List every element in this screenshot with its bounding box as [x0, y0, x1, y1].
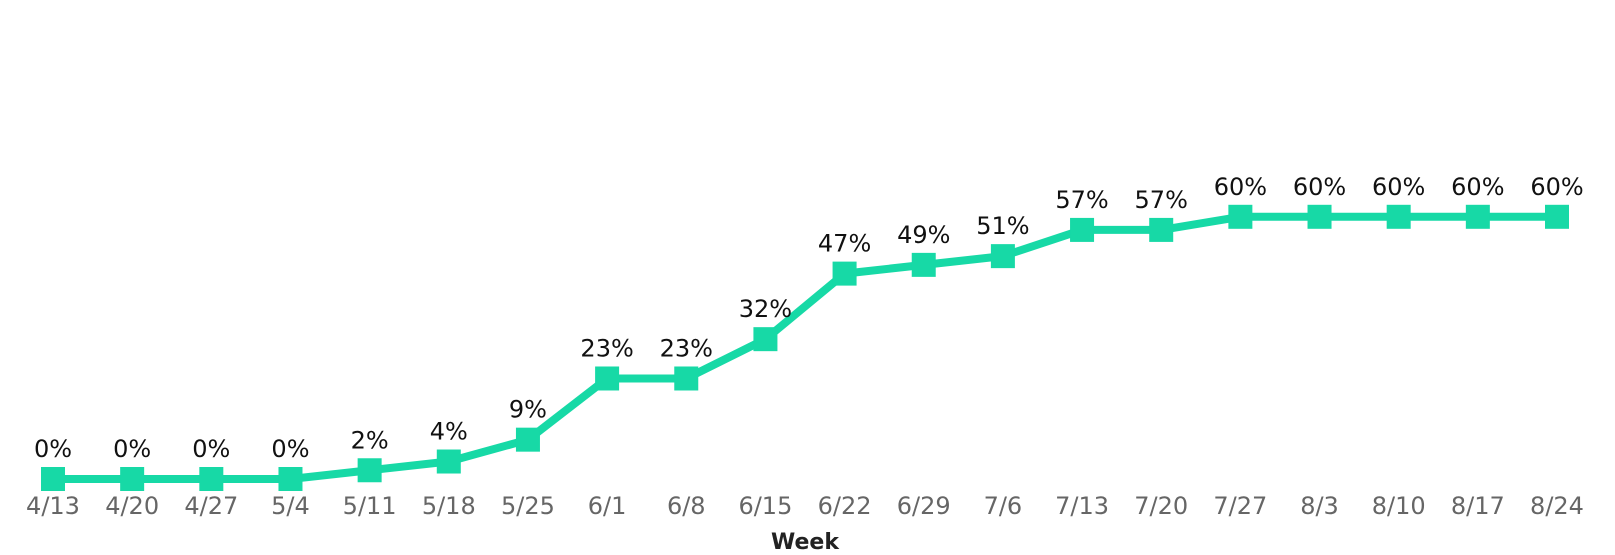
x-tick-label: 4/20 [105, 492, 159, 520]
data-label: 23% [580, 334, 633, 362]
x-tick-label: 7/27 [1213, 492, 1267, 520]
marker [278, 467, 303, 491]
data-label: 57% [1055, 186, 1108, 214]
marker [436, 449, 461, 474]
x-tick-label: 6/22 [818, 492, 872, 520]
marker [357, 458, 382, 483]
data-label: 51% [976, 212, 1029, 240]
data-label: 60% [1451, 173, 1504, 201]
marker [1545, 204, 1569, 229]
data-label: 60% [1372, 173, 1425, 201]
x-tick-label: 8/17 [1451, 492, 1505, 520]
x-tick-label: 6/8 [667, 492, 706, 520]
x-tick-label: 4/27 [184, 492, 238, 520]
data-label: 49% [897, 221, 950, 249]
marker [1307, 204, 1332, 229]
marker [990, 244, 1015, 269]
x-tick-label: 7/20 [1134, 492, 1188, 520]
data-label: 57% [1135, 186, 1188, 214]
data-label: 9% [509, 396, 547, 424]
data-label: 0% [113, 435, 151, 463]
x-tick-label: 6/15 [738, 492, 792, 520]
data-label: 4% [430, 418, 468, 446]
x-tick-label: 8/24 [1530, 492, 1584, 520]
x-tick-label: 5/4 [271, 492, 310, 520]
data-label: 47% [818, 230, 871, 258]
data-label: 23% [660, 334, 713, 362]
data-label: 60% [1293, 173, 1346, 201]
x-axis-label: Week [771, 530, 840, 555]
marker [753, 327, 778, 352]
x-tick-label: 6/29 [897, 492, 951, 520]
marker [1228, 204, 1253, 229]
marker [832, 261, 857, 286]
data-label: 60% [1530, 173, 1583, 201]
marker [911, 252, 936, 277]
marker [1070, 217, 1095, 242]
x-tick-label: 8/3 [1300, 492, 1339, 520]
marker [1386, 204, 1411, 229]
marker [199, 467, 224, 491]
x-tick-label: 6/1 [588, 492, 627, 520]
data-label: 32% [739, 295, 792, 323]
data-label: 2% [351, 426, 389, 454]
marker [41, 467, 65, 491]
x-tick-label: 8/10 [1372, 492, 1426, 520]
data-label: 60% [1214, 173, 1267, 201]
data-label: 0% [192, 435, 230, 463]
x-tick-label: 5/18 [422, 492, 476, 520]
marker [1149, 217, 1174, 242]
x-tick-label: 4/13 [26, 492, 80, 520]
data-label: 0% [271, 435, 309, 463]
data-label: 0% [34, 435, 72, 463]
marker [120, 467, 145, 491]
x-tick-label: 5/25 [501, 492, 555, 520]
x-tick-label: 7/6 [984, 492, 1023, 520]
marker [595, 366, 620, 391]
marker [1465, 204, 1490, 229]
x-tick-label: 7/13 [1055, 492, 1109, 520]
marker [674, 366, 699, 391]
marker [515, 427, 540, 452]
line [53, 212, 1557, 483]
x-tick-label: 5/11 [343, 492, 397, 520]
